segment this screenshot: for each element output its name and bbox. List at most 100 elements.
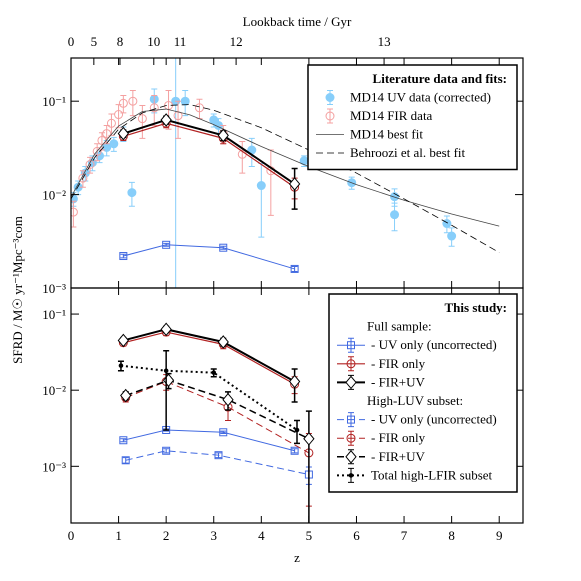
marker	[119, 436, 128, 445]
error-bar	[175, 58, 177, 288]
axes-frame	[70, 287, 524, 524]
y-tick-label: 10⁻³	[42, 459, 66, 474]
marker	[347, 415, 355, 424]
y-tick-label: 10⁻³	[42, 281, 66, 296]
error-bar	[139, 104, 146, 139]
legend-label: - FIR+UV	[371, 374, 426, 389]
x2-tick-label: 0	[68, 34, 75, 49]
x2-tick-label: 12	[230, 34, 243, 49]
error-bar	[215, 452, 222, 459]
marker	[214, 451, 223, 460]
error-bar	[239, 141, 246, 174]
marker	[71, 207, 78, 217]
error-bar	[291, 265, 298, 273]
x2-tick-label: 5	[91, 34, 98, 49]
marker	[118, 363, 124, 368]
marker	[211, 370, 217, 375]
legend-label: - UV only (uncorrected)	[371, 412, 497, 427]
error-bar	[120, 95, 127, 114]
marker	[294, 427, 300, 433]
error-bar	[291, 448, 298, 454]
marker	[149, 103, 159, 113]
error-bar	[120, 438, 127, 443]
marker	[222, 392, 234, 407]
x-tick-label: 2	[163, 528, 170, 543]
legend-box	[307, 64, 518, 171]
x-tick-label: 0	[68, 528, 75, 543]
error-bar	[163, 349, 170, 431]
marker	[163, 368, 169, 374]
error-bar	[258, 163, 265, 238]
x2-tick-label: 10	[147, 34, 160, 49]
y-tick-label: 10⁻²	[42, 188, 66, 203]
marker	[120, 388, 132, 403]
marker	[348, 473, 354, 478]
legend-label: Behroozi et al. best fit	[350, 145, 466, 160]
marker	[102, 129, 112, 139]
error-bar	[305, 410, 312, 523]
error-bar	[115, 104, 122, 129]
legend-heading: High-LUV subset:	[367, 393, 463, 408]
legend-label: - UV only (uncorrected)	[371, 337, 497, 352]
error-bar	[120, 253, 127, 259]
x2-tick-label: 11	[174, 34, 187, 49]
marker	[92, 146, 102, 156]
error-bar	[98, 132, 105, 151]
error-bar	[163, 242, 170, 247]
marker	[114, 110, 124, 120]
x-tick-label: 5	[306, 528, 313, 543]
x2-axis-label: Lookback time / Gyr	[243, 14, 352, 29]
marker	[160, 113, 172, 127]
series-line	[125, 380, 310, 454]
legend-heading: Full sample:	[367, 319, 432, 334]
legend-label: Total high-LFIR subset	[371, 467, 493, 482]
series-line	[125, 450, 309, 476]
marker	[290, 264, 299, 273]
error-bar	[108, 113, 115, 136]
x-tick-label: 7	[401, 528, 408, 543]
error-bar	[220, 430, 227, 434]
x-tick-label: 8	[448, 528, 455, 543]
x-tick-label: 3	[210, 528, 217, 543]
legend-label: MD14 FIR data	[350, 108, 433, 123]
legend-title: Literature data and fits:	[373, 71, 507, 86]
marker	[217, 128, 229, 143]
marker	[288, 177, 301, 191]
marker	[117, 333, 129, 348]
legend-title: This study:	[445, 300, 508, 315]
error-bar	[196, 98, 203, 120]
legend-label: MD14 best fit	[350, 127, 423, 142]
marker	[256, 181, 266, 191]
marker	[325, 111, 335, 121]
marker	[219, 243, 228, 252]
marker	[109, 139, 119, 149]
marker	[390, 210, 400, 220]
x-tick-label: 6	[353, 528, 360, 543]
marker	[347, 341, 355, 350]
series-line	[71, 104, 500, 253]
error-bar	[79, 170, 86, 188]
legend-errorbar	[348, 430, 354, 446]
y-tick-label: 10⁻¹	[42, 94, 66, 109]
legend-errorbar	[348, 337, 354, 353]
marker	[118, 98, 128, 108]
series-line	[123, 118, 296, 185]
error-bar	[103, 124, 110, 145]
marker	[85, 159, 95, 169]
marker	[162, 240, 171, 249]
marker	[119, 252, 128, 261]
marker	[78, 173, 88, 183]
series-line	[71, 108, 500, 227]
marker	[217, 335, 229, 349]
legend-label: - FIR+UV	[371, 449, 426, 464]
marker	[290, 446, 299, 455]
x-tick-label: 9	[496, 528, 503, 543]
legend-box	[328, 293, 518, 493]
error-bar	[129, 90, 136, 117]
x2-tick-label: 8	[117, 34, 124, 49]
marker	[180, 96, 190, 106]
marker	[219, 428, 228, 437]
marker	[447, 231, 457, 241]
marker	[137, 114, 147, 124]
